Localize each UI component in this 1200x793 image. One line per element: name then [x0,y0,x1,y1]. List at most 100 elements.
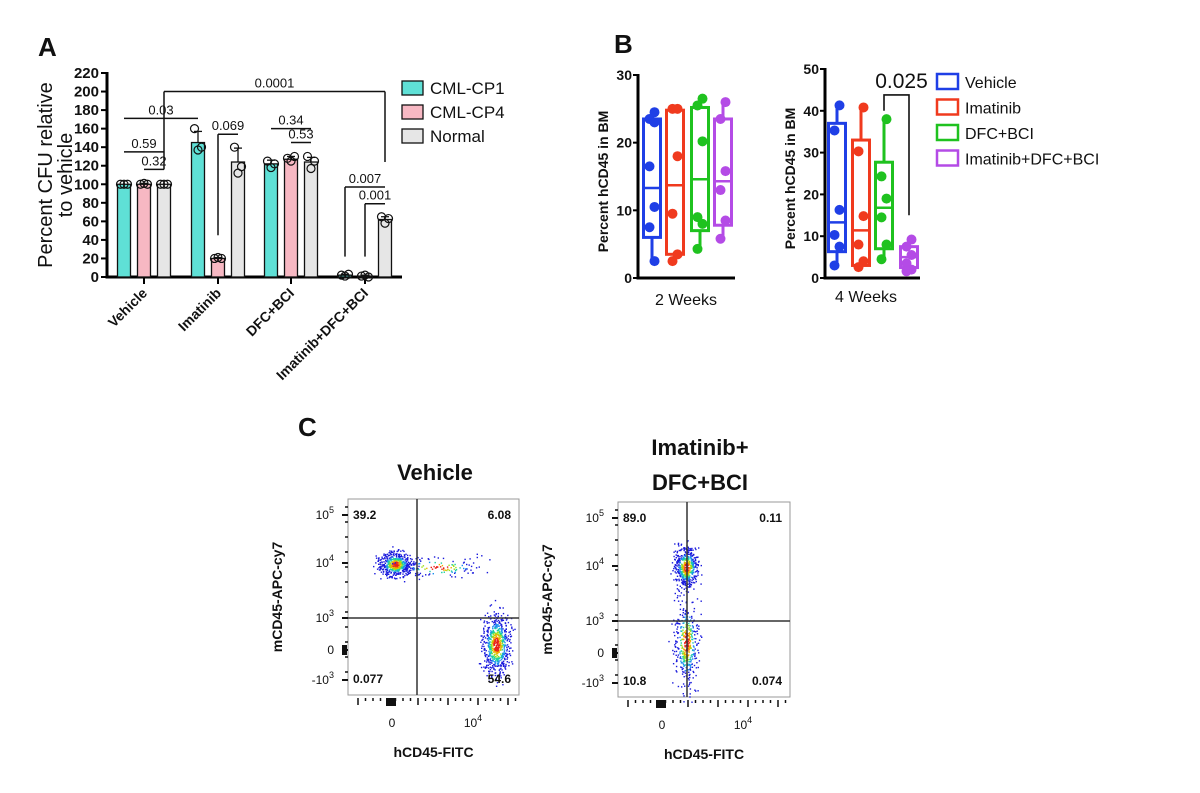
event-dot [700,583,702,585]
data-point [715,113,726,124]
data-point [649,201,660,212]
event-dot [410,569,412,571]
plot-frame [617,501,791,698]
data-point [213,252,223,263]
event-dot [418,568,420,571]
event-dot [496,659,498,661]
event-dot [487,627,489,629]
event-dot [690,567,693,569]
event-dot [489,638,491,640]
event-dot [496,637,498,639]
event-dot [385,571,388,573]
event-dot [505,655,507,657]
y-tick-label: 50 [803,61,819,77]
event-dot [501,634,503,636]
event-dot [476,553,478,555]
event-dot [698,652,700,654]
event-dot [677,554,679,557]
event-dot [695,556,698,559]
event-dot [499,645,501,648]
event-dot [690,556,692,558]
event-dot [448,564,450,566]
event-dot [396,573,398,575]
event-dot [499,671,501,673]
event-dot [495,627,497,630]
event-dot [674,644,676,646]
event-dot [694,577,696,579]
event-dot [676,631,678,633]
y-tick-cluster [612,648,617,658]
event-dot [404,556,406,559]
event-dot [678,580,680,582]
event-dot [428,574,430,576]
p-value-label: 0.32 [141,153,166,168]
data-point [142,179,153,189]
event-dot [381,556,383,558]
event-dot [382,573,384,575]
event-dot [676,578,678,581]
event-dot [388,571,390,573]
event-dot [685,576,687,578]
event-dot [678,545,680,547]
event-dot [401,558,403,561]
event-dot [677,542,680,545]
event-dot [402,564,404,566]
event-dot [688,629,690,631]
event-dot [684,582,687,585]
event-dot [421,557,423,559]
event-dot [676,641,678,643]
event-dot [679,608,682,611]
event-dot [394,578,397,580]
event-dot [681,666,683,669]
event-dot [412,564,414,566]
event-dot [388,564,390,567]
event-dot [406,560,408,562]
event-dot [671,562,674,564]
event-dot [689,636,691,638]
event-dot [386,566,388,568]
event-dot [693,607,696,610]
event-dot [677,555,679,558]
event-dot [495,647,498,650]
event-dot [470,569,472,571]
event-dot [392,556,394,558]
event-dot [681,634,683,636]
event-dot [384,569,387,571]
event-dot [452,564,454,566]
legend-label: Vehicle [965,75,1017,92]
data-point [834,241,845,252]
event-dot [689,575,691,577]
data-point [189,124,200,134]
event-dot [481,650,483,653]
event-dot [691,579,693,581]
event-dot [400,557,402,560]
data-point [697,218,708,229]
event-dot [677,568,679,571]
event-dot [479,663,482,665]
event-dot [497,644,500,646]
y-tick-label: 0 [597,646,604,660]
data-point [720,166,731,177]
event-dot [509,630,511,633]
event-dot [394,571,396,573]
event-dot [379,563,381,565]
quadrant-upper-left: 39.2 [353,508,377,522]
event-dot [398,554,400,557]
event-dot [489,648,491,651]
event-dot [507,614,509,617]
event-dot [688,558,690,560]
event-dot [676,565,678,567]
event-dot [691,663,693,665]
event-dot [684,642,686,644]
bar-normal [156,183,172,278]
event-dot [489,657,492,660]
event-dot [396,577,398,580]
event-dot [678,578,680,580]
data-point [229,142,240,152]
event-dot [691,625,694,627]
event-dot [681,630,683,632]
event-dot [693,566,695,569]
event-dot [679,636,681,639]
event-dot [386,568,388,570]
event-dot [696,630,698,632]
